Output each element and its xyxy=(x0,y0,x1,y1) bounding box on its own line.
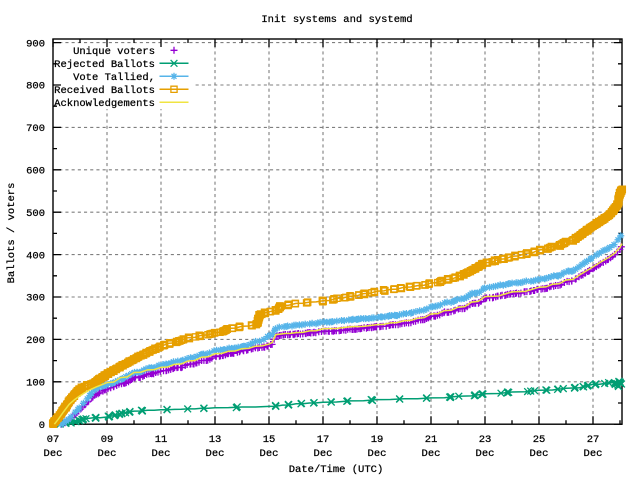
svg-text:Dec: Dec xyxy=(476,448,495,460)
svg-text:15: 15 xyxy=(263,434,276,446)
svg-text:Ballots / voters: Ballots / voters xyxy=(6,183,18,284)
svg-text:13: 13 xyxy=(209,434,222,446)
svg-text:Init systems and systemd: Init systems and systemd xyxy=(261,14,412,26)
svg-text:Dec: Dec xyxy=(422,448,441,460)
svg-text:Acknowledgements: Acknowledgements xyxy=(54,98,155,110)
svg-text:07: 07 xyxy=(47,434,60,446)
svg-text:25: 25 xyxy=(533,434,546,446)
svg-text:Dec: Dec xyxy=(584,448,603,460)
svg-text:23: 23 xyxy=(479,434,492,446)
svg-text:800: 800 xyxy=(26,81,45,93)
svg-text:900: 900 xyxy=(26,38,45,50)
svg-text:21: 21 xyxy=(425,434,438,446)
svg-text:Vote Tallied,: Vote Tallied, xyxy=(73,72,155,84)
svg-text:Unique voters: Unique voters xyxy=(73,46,155,58)
svg-text:600: 600 xyxy=(26,166,45,178)
svg-text:Dec: Dec xyxy=(206,448,225,460)
svg-text:Dec: Dec xyxy=(44,448,63,460)
svg-text:Dec: Dec xyxy=(98,448,117,460)
svg-text:17: 17 xyxy=(317,434,330,446)
svg-text:19: 19 xyxy=(371,434,384,446)
svg-text:27: 27 xyxy=(587,434,600,446)
svg-text:400: 400 xyxy=(26,250,45,262)
svg-text:0: 0 xyxy=(39,420,45,432)
svg-text:09: 09 xyxy=(101,434,114,446)
svg-text:Dec: Dec xyxy=(260,448,279,460)
svg-text:Dec: Dec xyxy=(368,448,387,460)
svg-text:Received Ballots: Received Ballots xyxy=(54,85,155,97)
svg-text:Dec: Dec xyxy=(152,448,171,460)
svg-text:200: 200 xyxy=(26,335,45,347)
svg-text:Date/Time (UTC): Date/Time (UTC) xyxy=(289,464,384,476)
svg-text:700: 700 xyxy=(26,123,45,135)
svg-text:500: 500 xyxy=(26,208,45,220)
svg-text:11: 11 xyxy=(155,434,168,446)
svg-text:100: 100 xyxy=(26,378,45,390)
svg-text:300: 300 xyxy=(26,293,45,305)
svg-text:Dec: Dec xyxy=(530,448,549,460)
svg-text:Rejected Ballots: Rejected Ballots xyxy=(54,59,155,71)
svg-text:Dec: Dec xyxy=(314,448,333,460)
